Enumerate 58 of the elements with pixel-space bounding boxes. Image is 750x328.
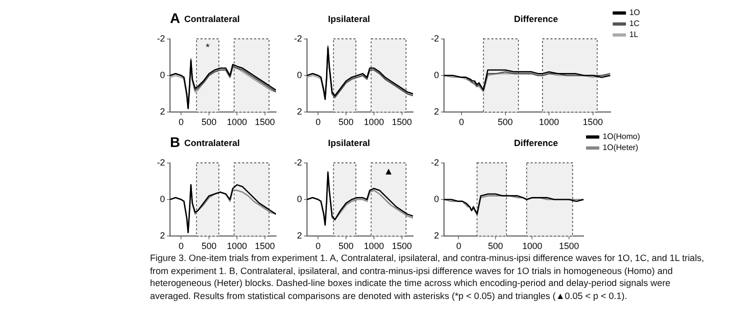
y-tick-label: 0	[296, 194, 302, 204]
x-tick-label: 500	[488, 241, 503, 252]
x-tick-label: 0	[178, 241, 184, 252]
y-tick-label: 0	[434, 70, 439, 80]
y-tick-label: -2	[430, 33, 439, 44]
x-tick-label: 1000	[364, 117, 384, 128]
legend-label: 1O(Heter)	[602, 143, 639, 152]
x-tick-label: 500	[338, 117, 354, 128]
x-tick-label: 1000	[226, 241, 247, 252]
y-tick-label: 0	[160, 194, 165, 204]
annotation: *	[206, 42, 210, 54]
y-tick-label: 2	[434, 106, 439, 117]
y-tick-label: -2	[294, 157, 302, 168]
x-tick-label: 500	[202, 241, 217, 252]
x-tick-label: 1500	[558, 241, 579, 252]
y-tick-label: 0	[160, 70, 165, 80]
x-tick-label: 500	[498, 117, 513, 128]
legend-label: 1O(Homo)	[602, 132, 640, 142]
caption: Figure 3. One-item trials from experiment 1. A, Contralateral, ipsilateral, and contra-minus-ipsi difference waves for 1O, 1C, and 1L trials, from experiment 1. B, Contralateral, ipsilateral, and contra-minus-ipsi difference waves for 1O trials in homogeneous (Homo) and heterogeneous (Heter) blocks. Dashed-line boxes indicate the time across which encoding-period and delay-period signals were averaged. Results from statistical comparisons are denoted with asterisks (*p < 0.05) and triangles (▲0.05 < p < 0.1).	[150, 252, 706, 302]
x-tick-label: 1500	[392, 241, 412, 252]
x-tick-label: 0	[316, 117, 321, 128]
text: A	[170, 10, 180, 26]
legend-label: 1C	[629, 19, 640, 28]
chart-title: Ipsilateral	[328, 14, 370, 24]
y-tick-label: 0	[434, 194, 439, 204]
y-tick-label: -2	[294, 33, 302, 44]
text: B	[170, 134, 180, 150]
x-tick-label: 1000	[539, 117, 560, 128]
y-tick-label: -2	[156, 157, 165, 168]
x-tick-label: 500	[338, 241, 354, 252]
y-tick-label: 2	[160, 106, 165, 117]
x-tick-label: 1000	[364, 241, 384, 252]
chart-title: Difference	[514, 14, 558, 24]
legend-label: 1O	[629, 8, 640, 18]
x-tick-label: 1500	[254, 117, 275, 128]
y-tick-label: 2	[296, 106, 302, 117]
chart-title: Contralateral	[184, 138, 240, 148]
y-tick-label: 2	[160, 230, 165, 241]
y-tick-label: 0	[296, 70, 302, 80]
x-tick-label: 0	[456, 241, 462, 252]
x-tick-label: 0	[316, 241, 321, 252]
y-tick-label: -2	[156, 33, 165, 44]
y-tick-label: -2	[430, 157, 439, 168]
annotation: ▲	[384, 166, 394, 178]
x-tick-label: 500	[202, 117, 217, 128]
x-tick-label: 1500	[392, 117, 412, 128]
y-tick-label: 2	[434, 230, 439, 241]
x-tick-label: 1000	[226, 117, 247, 128]
x-tick-label: 1000	[522, 241, 542, 252]
chart-title: Difference	[514, 138, 558, 148]
y-tick-label: 2	[296, 230, 302, 241]
legend-label: 1L	[629, 30, 639, 40]
x-tick-label: 0	[459, 117, 464, 128]
x-tick-label: 0	[178, 117, 184, 128]
x-tick-label: 1500	[582, 117, 603, 128]
x-tick-label: 1500	[254, 241, 275, 252]
chart-title: Ipsilateral	[328, 138, 370, 148]
chart-title: Contralateral	[184, 14, 240, 24]
